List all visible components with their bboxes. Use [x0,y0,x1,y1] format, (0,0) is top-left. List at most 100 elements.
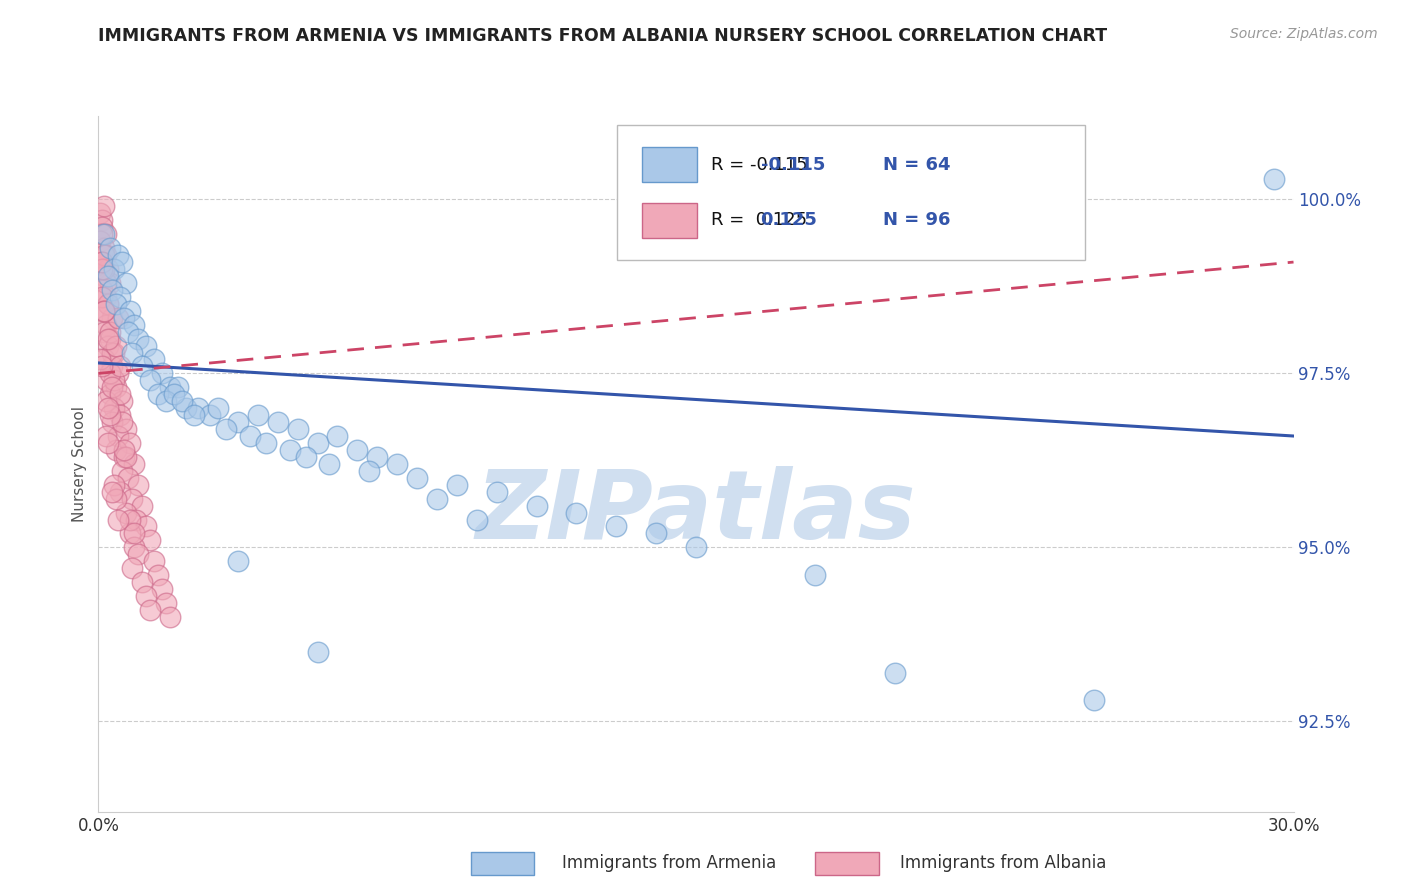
Point [97,338,120,352]
Point [239,429,262,443]
Point [307,645,329,659]
Point [103,477,125,491]
Point [187,401,209,416]
Point [287,422,309,436]
Point [131,575,153,590]
Point [163,387,186,401]
Text: 0.125: 0.125 [761,211,817,229]
Point [645,526,668,541]
Point [110,484,132,499]
Point [91,213,114,227]
Point [110,408,132,422]
Point [107,367,129,381]
Text: Immigrants from Albania: Immigrants from Albania [900,855,1107,872]
Point [150,367,173,381]
Point [110,359,132,374]
Point [96,248,118,262]
Point [112,310,135,325]
Point [96,373,118,387]
Point [526,499,548,513]
Point [101,310,124,325]
Point [89,206,111,220]
Point [115,422,138,436]
Point [1083,693,1105,707]
Point [120,436,142,450]
Point [89,303,111,318]
Text: N = 64: N = 64 [883,156,950,174]
Text: Source: ZipAtlas.com: Source: ZipAtlas.com [1230,27,1378,41]
Point [98,387,122,401]
Point [97,401,120,416]
Point [112,442,135,457]
Point [107,248,129,262]
Point [93,262,115,277]
Point [97,297,120,311]
Point [359,464,381,478]
Point [96,429,118,443]
Point [120,303,142,318]
Point [148,568,170,582]
Point [103,262,125,277]
Point [294,450,316,464]
Point [117,325,139,339]
Point [150,582,173,596]
Point [159,380,181,394]
Point [105,491,128,506]
Point [215,422,238,436]
Point [804,568,827,582]
Point [426,491,449,506]
Point [93,241,115,255]
Point [93,303,115,318]
Point [111,394,134,409]
Point [198,408,221,422]
Point [105,380,128,394]
Point [97,268,120,283]
Point [107,429,129,443]
Point [98,408,122,422]
Point [131,359,153,374]
Text: ZIPatlas: ZIPatlas [475,466,917,559]
Point [98,241,122,255]
Point [91,255,114,269]
Point [131,499,153,513]
Point [105,297,128,311]
Point [120,512,142,526]
Point [91,227,114,242]
Point [96,290,118,304]
Point [207,401,229,416]
Point [174,401,197,416]
Point [139,373,162,387]
Point [97,436,120,450]
Point [226,554,249,568]
Point [115,506,138,520]
Point [346,442,368,457]
Point [96,394,118,409]
Point [121,491,143,506]
Point [91,255,114,269]
Point [112,450,135,464]
Point [93,199,115,213]
Point [96,318,118,332]
Point [446,477,468,491]
Point [101,380,124,394]
Point [143,352,166,367]
Point [98,325,122,339]
Point [93,268,115,283]
Point [226,415,249,429]
Point [326,429,349,443]
Text: -0.115: -0.115 [761,156,825,174]
Point [159,610,181,624]
Point [135,338,157,352]
Point [91,283,114,297]
Point [97,262,120,277]
Point [105,442,128,457]
Point [121,345,143,359]
Point [884,665,907,680]
Point [406,471,429,485]
Point [127,477,149,491]
Point [366,450,388,464]
Point [465,512,488,526]
Point [172,394,194,409]
Point [91,290,114,304]
Point [155,394,177,409]
